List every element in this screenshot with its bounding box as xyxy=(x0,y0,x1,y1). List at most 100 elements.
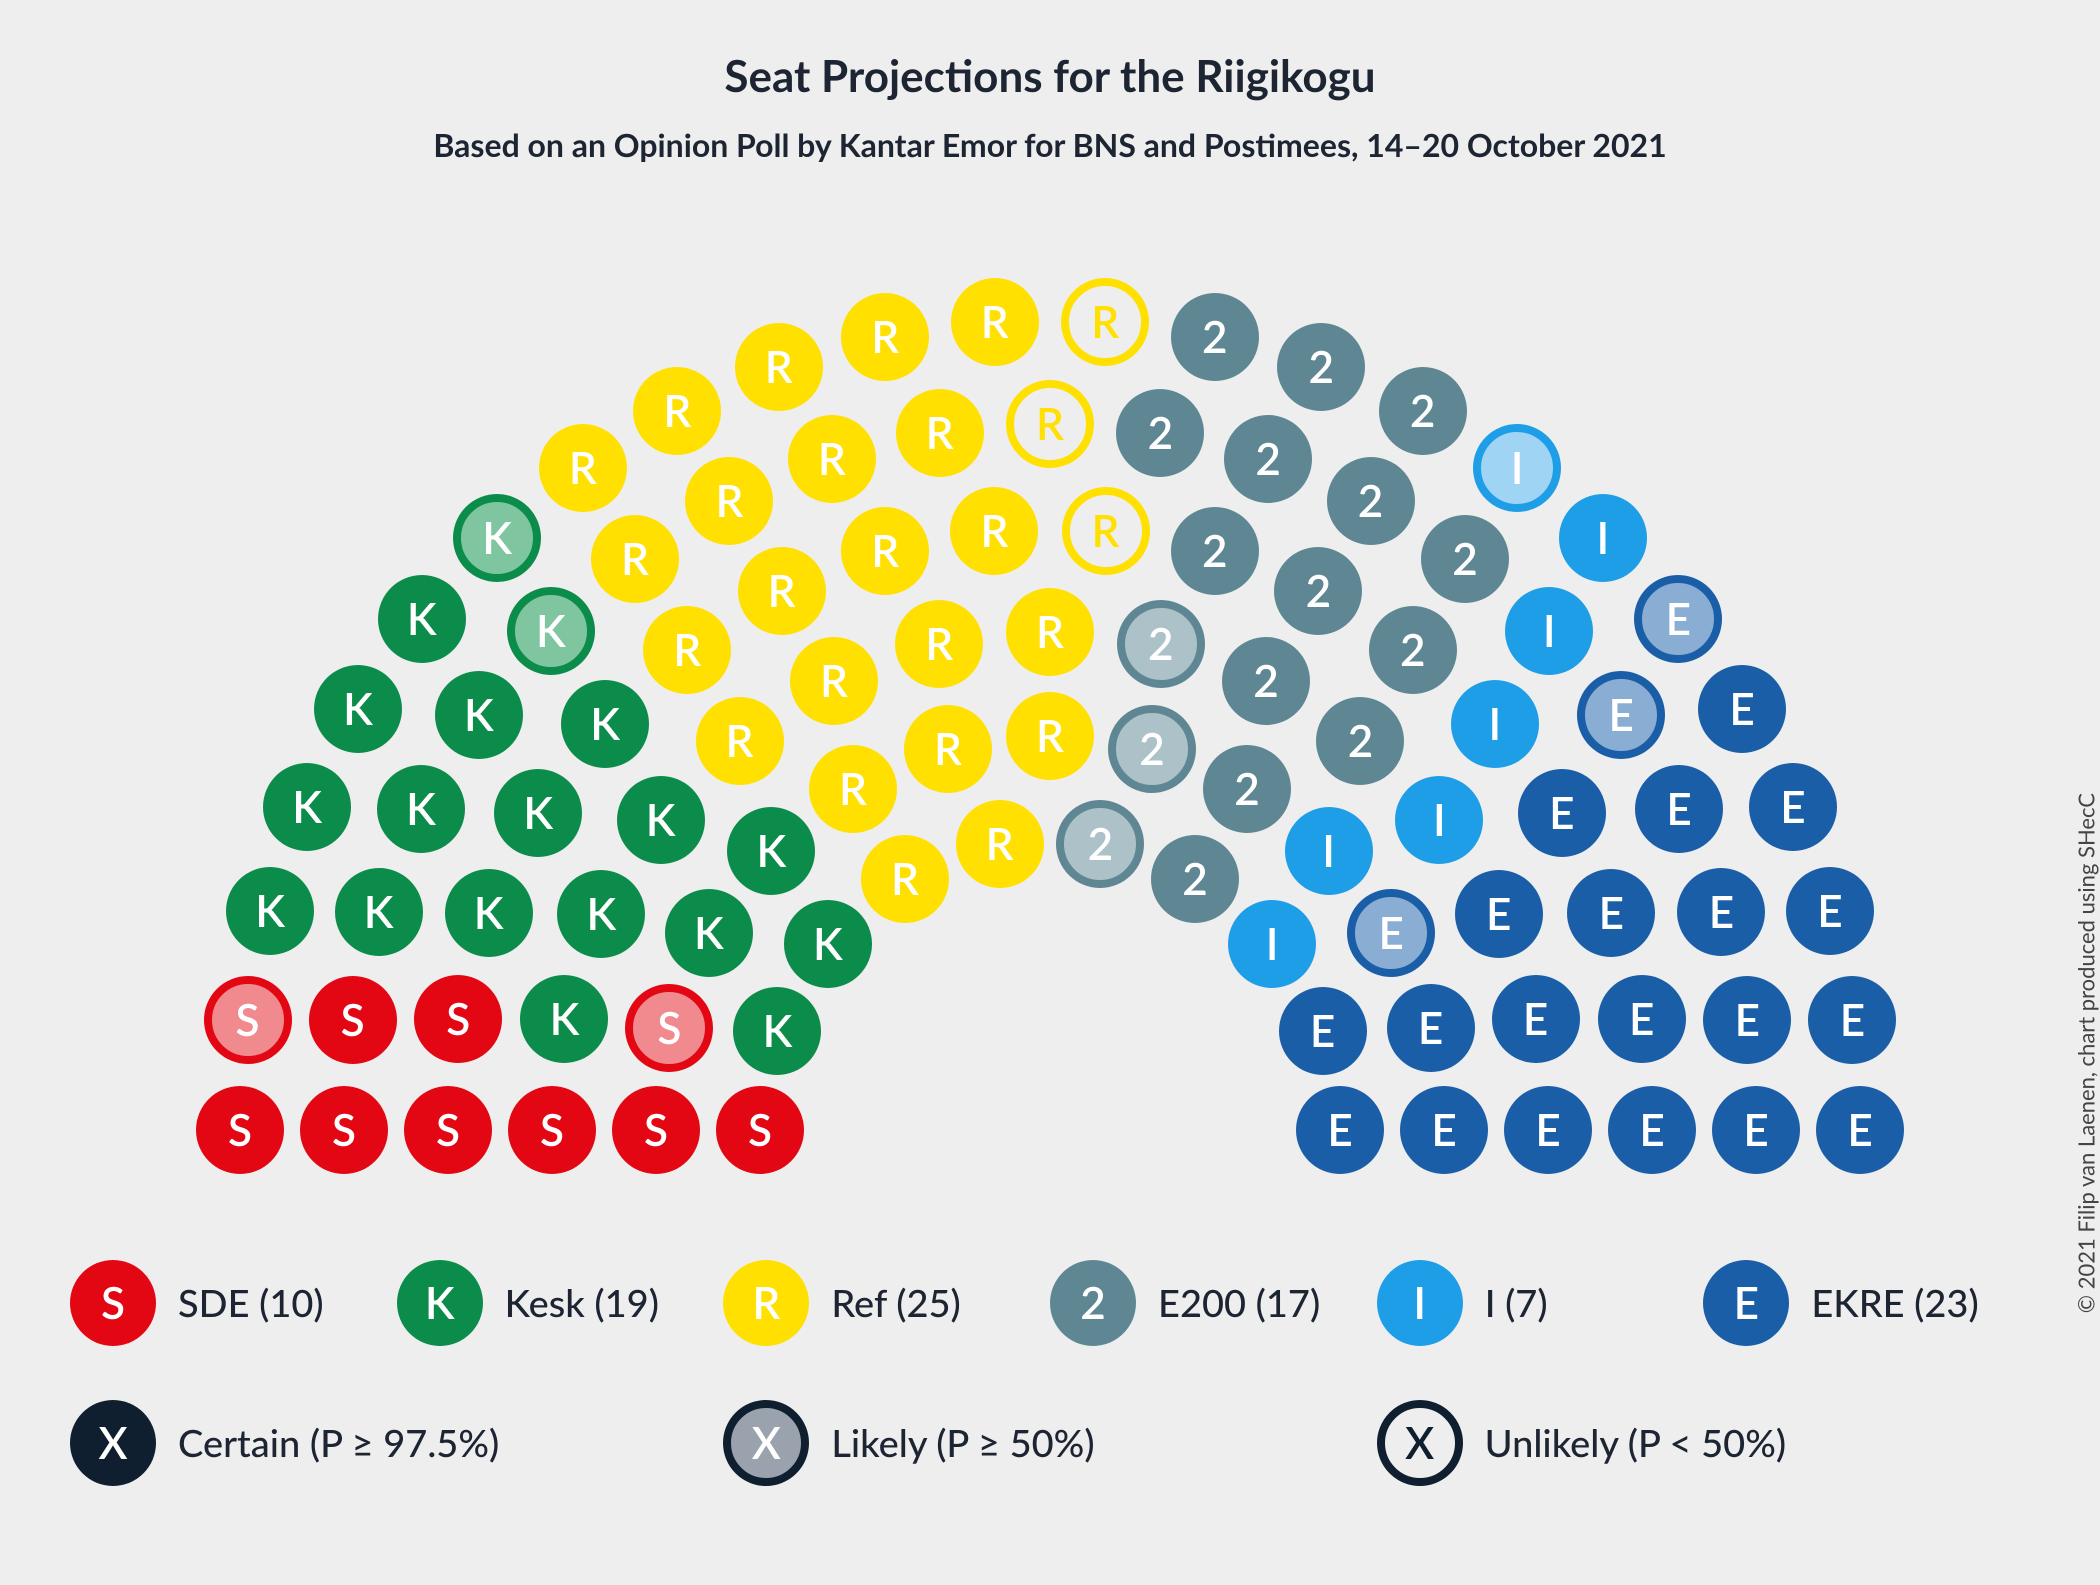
legend-certainty-label-unlikely: Unlikely (P < 50%) xyxy=(1485,1420,1786,1466)
legend-parties-row: S SDE (10) KKesk (19)RRef (25)2 E200 (17) II… xyxy=(70,1260,2030,1346)
seat-e200-certain: 2 xyxy=(1316,697,1404,785)
hemicycle-chart: SSSSSSSSSSKKKKKKKKKKKKKKKKKKKRRRRRRRRRRR… xyxy=(50,200,2050,1200)
seat-ref-certain: R xyxy=(951,278,1039,366)
seat-ref-certain: R xyxy=(956,800,1044,888)
legend-item-kesk: KKesk (19) xyxy=(397,1260,714,1346)
seat-ekre-certain: E xyxy=(1749,763,1837,851)
legend-certainty-certain: X Certain (P ≥ 97.5%) xyxy=(70,1400,713,1486)
seat-i-likely: I xyxy=(1473,424,1561,512)
legend-certainty: XCertain (P ≥ 97.5%)XLikely (P ≥ 50%)XUn… xyxy=(70,1400,2030,1516)
seat-i-certain: I xyxy=(1559,494,1647,582)
seat-sde-certain: S xyxy=(612,1086,700,1174)
legend-certainty-unlikely: X Unlikely (P < 50%) xyxy=(1377,1400,2020,1486)
legend-swatch-e200: 2 xyxy=(1050,1260,1136,1346)
legend-item-ref: RRef (25) xyxy=(723,1260,1040,1346)
legend-label-ref: Ref (25) xyxy=(831,1280,960,1326)
seat-ref-certain: R xyxy=(738,547,826,635)
seat-ekre-certain: E xyxy=(1712,1086,1800,1174)
seat-sde-certain: S xyxy=(508,1086,596,1174)
seat-ekre-likely: E xyxy=(1347,889,1435,977)
seat-i-certain: I xyxy=(1451,680,1539,768)
seat-e200-certain: 2 xyxy=(1151,835,1239,923)
seat-ekre-likely: E xyxy=(1634,575,1722,663)
seat-ref-certain: R xyxy=(696,697,784,785)
seat-ref-certain: R xyxy=(790,637,878,725)
seat-kesk-certain: K xyxy=(727,807,815,895)
seat-ekre-certain: E xyxy=(1786,867,1874,955)
seat-ref-certain: R xyxy=(539,424,627,512)
chart-credit: © 2021 Filip van Laenen, chart produced … xyxy=(2073,793,2100,1313)
chart-subtitle: Based on an Opinion Poll by Kantar Emor … xyxy=(0,125,2100,164)
seat-kesk-certain: K xyxy=(561,680,649,768)
seat-ref-certain: R xyxy=(591,515,679,603)
legend-label-kesk: Kesk (19) xyxy=(505,1280,659,1326)
legend-certainty-swatch-unlikely: X xyxy=(1377,1400,1463,1486)
legend-label-e200: E200 (17) xyxy=(1158,1280,1320,1326)
seat-ekre-certain: E xyxy=(1279,987,1367,1075)
legend-certainty-label-certain: Certain (P ≥ 97.5%) xyxy=(178,1420,499,1466)
seat-ekre-certain: E xyxy=(1703,976,1791,1064)
chart-title: Seat Projections for the Riigikogu xyxy=(0,50,2100,102)
seat-ekre-likely: E xyxy=(1577,671,1665,759)
seat-i-certain: I xyxy=(1395,776,1483,864)
seat-ekre-certain: E xyxy=(1608,1086,1696,1174)
seat-kesk-certain: K xyxy=(445,869,533,957)
seat-ekre-certain: E xyxy=(1677,868,1765,956)
seat-e200-certain: 2 xyxy=(1327,457,1415,545)
seat-kesk-certain: K xyxy=(314,665,402,753)
seat-e200-likely: 2 xyxy=(1056,800,1144,888)
seat-ref-certain: R xyxy=(809,745,897,833)
legend-label-ekre: EKRE (23) xyxy=(1811,1280,1978,1326)
seat-kesk-certain: K xyxy=(665,889,753,977)
legend-certainty-label-likely: Likely (P ≥ 50%) xyxy=(831,1420,1094,1466)
legend-parties: S SDE (10) KKesk (19)RRef (25)2 E200 (17) II… xyxy=(70,1260,2030,1376)
seat-sde-certain: S xyxy=(716,1086,804,1174)
seat-ref-certain: R xyxy=(735,323,823,411)
legend-swatch-sde: S xyxy=(70,1260,156,1346)
seat-ref-certain: R xyxy=(643,606,731,694)
seat-e200-certain: 2 xyxy=(1171,507,1259,595)
seat-sde-certain: S xyxy=(414,975,502,1063)
seat-ekre-certain: E xyxy=(1598,975,1686,1063)
seat-e200-likely: 2 xyxy=(1108,705,1196,793)
seat-sde-certain: S xyxy=(196,1086,284,1174)
seat-i-certain: I xyxy=(1505,587,1593,675)
seat-e200-certain: 2 xyxy=(1222,637,1310,725)
seat-sde-likely: S xyxy=(204,976,292,1064)
legend-certainty-swatch-certain: X xyxy=(70,1400,156,1486)
seat-e200-certain: 2 xyxy=(1116,389,1204,477)
legend-swatch-i: I xyxy=(1377,1260,1463,1346)
seat-e200-certain: 2 xyxy=(1274,547,1362,635)
seat-ekre-certain: E xyxy=(1698,665,1786,753)
seat-ekre-certain: E xyxy=(1635,765,1723,853)
seat-sde-certain: S xyxy=(309,976,397,1064)
seat-e200-certain: 2 xyxy=(1203,745,1291,833)
seat-ref-certain: R xyxy=(861,835,949,923)
seat-ekre-certain: E xyxy=(1400,1086,1488,1174)
legend-swatch-ekre: E xyxy=(1703,1260,1789,1346)
seat-kesk-certain: K xyxy=(335,868,423,956)
seat-ekre-certain: E xyxy=(1518,769,1606,857)
legend-item-i: II (7) xyxy=(1377,1260,1694,1346)
legend-item-e200: 2 E200 (17) xyxy=(1050,1260,1367,1346)
seat-e200-certain: 2 xyxy=(1379,367,1467,455)
legend-label-sde: SDE (10) xyxy=(178,1280,324,1326)
legend-certainty-row: XCertain (P ≥ 97.5%)XLikely (P ≥ 50%)XUn… xyxy=(70,1400,2030,1486)
seat-kesk-likely: K xyxy=(507,587,595,675)
seat-ekre-certain: E xyxy=(1567,869,1655,957)
seat-e200-certain: 2 xyxy=(1277,323,1365,411)
seat-ref-certain: R xyxy=(1006,588,1094,676)
seat-ref-certain: R xyxy=(895,600,983,688)
seat-kesk-certain: K xyxy=(617,776,705,864)
seat-ref-certain: R xyxy=(685,457,773,545)
seat-sde-certain: S xyxy=(300,1086,388,1174)
seat-e200-certain: 2 xyxy=(1224,415,1312,503)
seat-kesk-certain: K xyxy=(733,987,821,1075)
seat-ekre-certain: E xyxy=(1808,976,1896,1064)
seat-kesk-certain: K xyxy=(557,870,645,958)
seat-kesk-certain: K xyxy=(378,575,466,663)
seat-kesk-certain: K xyxy=(226,867,314,955)
seat-ref-unlikely: R xyxy=(1062,487,1150,575)
seat-e200-likely: 2 xyxy=(1117,600,1205,688)
legend-item-sde: S SDE (10) xyxy=(70,1260,387,1346)
